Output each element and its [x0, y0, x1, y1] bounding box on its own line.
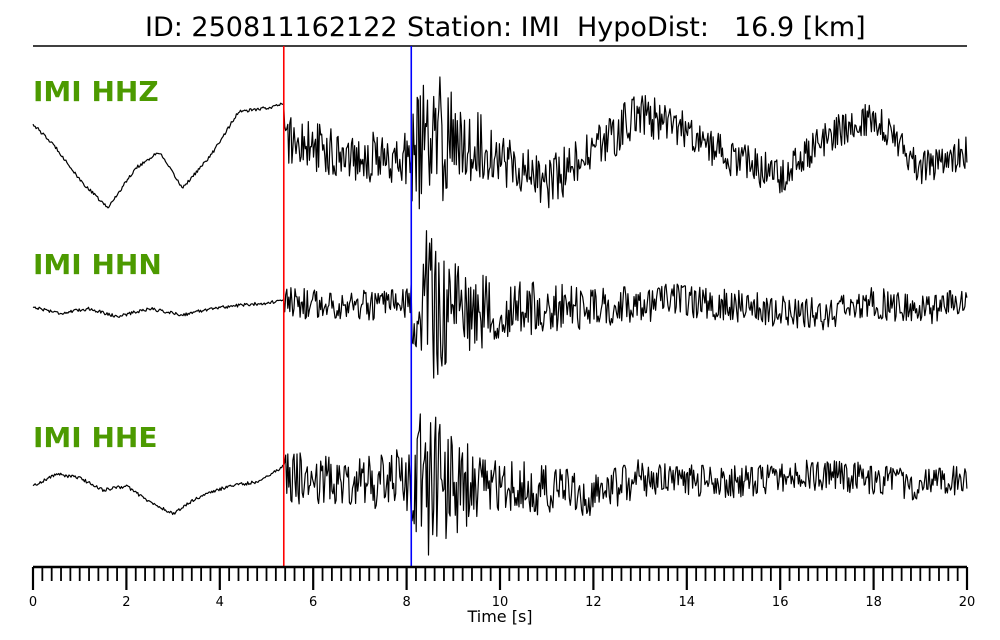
x-tick-label: 18 [865, 595, 882, 610]
x-tick-label: 0 [29, 595, 37, 610]
trace-waveform-hhe [32, 413, 968, 556]
x-tick-label: 16 [772, 595, 789, 610]
x-axis-label: Time [s] [466, 607, 532, 626]
x-tick-label: 2 [122, 595, 130, 610]
x-axis-tick-labels: 0 2 4 6 8 10 12 14 16 18 20 [29, 595, 975, 610]
title-station: Station: IMI [407, 12, 560, 43]
trace-label-hhe: IMI HHE [33, 421, 157, 454]
x-tick-label: 8 [402, 595, 410, 610]
x-tick-label: 14 [679, 595, 696, 610]
trace-label-hhz: IMI HHZ [33, 75, 159, 108]
x-tick-label: 20 [959, 595, 976, 610]
title-event-id: ID: 250811162122 [145, 12, 398, 43]
title-hypodist-value: 16.9 [km] [734, 12, 866, 43]
x-axis-ticks [31, 567, 969, 590]
phase-pick-lines [282, 46, 413, 567]
trace-label-hhn: IMI HHN [33, 248, 162, 281]
trace-waveform-hhz [32, 76, 968, 210]
trace-label-group: IMI HHZ IMI HHN IMI HHE [33, 75, 162, 454]
x-axis: 0 2 4 6 8 10 12 14 16 18 20 Time [s] [29, 565, 975, 626]
trace-panels [32, 76, 968, 556]
trace-waveform-hhn [32, 230, 968, 379]
x-tick-label: 4 [216, 595, 224, 610]
x-tick-label: 12 [585, 595, 602, 610]
title-hypodist-label: HypoDist: [577, 12, 709, 43]
x-tick-label: 10 [492, 595, 509, 610]
figure-title: ID: 250811162122 Station: IMI HypoDist: … [145, 12, 866, 43]
x-tick-label: 6 [309, 595, 317, 610]
